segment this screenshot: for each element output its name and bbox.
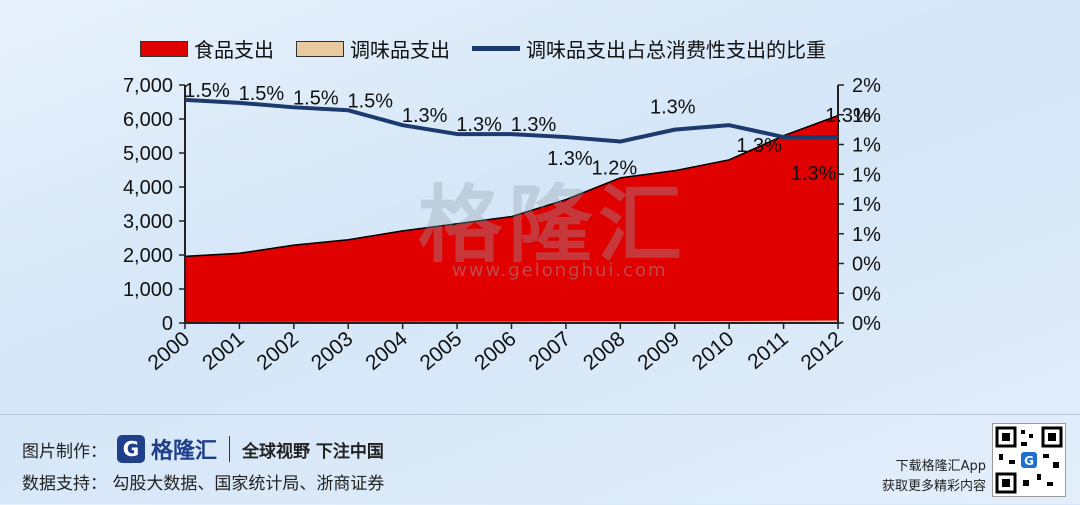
food-spending-area xyxy=(184,114,839,324)
made-label: 图片制作： xyxy=(22,441,107,462)
app-promo-line2: 获取更多精彩内容 xyxy=(881,479,986,494)
y-right-tick-label: 0% xyxy=(852,313,881,335)
x-tick-label: 2008 xyxy=(579,327,630,375)
ratio-data-label: 1.3% xyxy=(736,135,782,157)
watermark-url: www.gelonghui.com xyxy=(452,260,668,281)
ratio-data-label: 1.3% xyxy=(511,114,557,136)
ratio-data-label: 1.2% xyxy=(592,158,638,180)
ratio-data-label: 1.5% xyxy=(184,80,230,102)
legend-swatch-ratio xyxy=(472,46,520,51)
legend-label-food: 食品支出 xyxy=(194,38,274,62)
ratio-data-label: 1.5% xyxy=(293,87,339,109)
data-source: 数据支持： 勾股大数据、国家统计局、浙商证券 xyxy=(22,474,385,494)
y-left-tick-label: 6,000 xyxy=(123,109,173,131)
ratio-data-label: 1.5% xyxy=(347,90,393,112)
y-right-tick-label: 0% xyxy=(852,283,881,305)
legend-label-seasoning: 调味品支出 xyxy=(350,38,450,62)
y-right-tick-label: 1% xyxy=(852,164,881,186)
brand-slogan: 全球视野 下注中国 xyxy=(242,441,384,462)
y-left-tick-label: 2,000 xyxy=(123,245,173,267)
ratio-data-label: 1.3% xyxy=(791,163,837,185)
qr-code-icon[interactable]: G xyxy=(992,423,1066,497)
ratio-data-label: 1.3% xyxy=(547,148,593,170)
ratio-data-label: 1.3% xyxy=(650,97,696,119)
y-left-tick-label: 7,000 xyxy=(123,75,173,97)
ratio-data-label: 1.3% xyxy=(456,114,502,136)
y-right-tick-label: 2% xyxy=(852,75,881,97)
credit-row-made: 图片制作： G 格隆汇 全球视野 下注中国 xyxy=(22,433,384,465)
chart-legend: 食品支出 调味品支出 调味品支出占总消费性支出的比重 xyxy=(140,34,848,63)
ratio-data-label: 1.5% xyxy=(239,83,285,105)
y-right-tick-label: 1% xyxy=(852,224,881,246)
app-promo: 下载格隆汇App 获取更多精彩内容 xyxy=(882,457,986,497)
x-tick-label: 2004 xyxy=(361,327,412,375)
y-left-tick-label: 5,000 xyxy=(123,143,173,165)
y-right-tick-label: 1% xyxy=(852,135,881,157)
watermark-logo: 格隆汇 xyxy=(418,176,689,274)
footer: 图片制作： G 格隆汇 全球视野 下注中国 数据支持： 勾股大数据、国家统计局、… xyxy=(0,414,1080,505)
y-right-tick-label: 1% xyxy=(852,194,881,216)
x-tick-label: 2010 xyxy=(688,327,739,375)
x-tick-label: 2007 xyxy=(525,327,576,375)
legend-swatch-seasoning xyxy=(296,40,344,57)
x-tick-label: 2003 xyxy=(307,327,358,375)
x-tick-label: 2012 xyxy=(797,327,848,375)
app-promo-line1: 下载格隆汇App xyxy=(895,459,986,474)
svg-text:G: G xyxy=(1024,454,1034,468)
y-right-tick-label: 1% xyxy=(852,105,881,127)
y-left-tick-label: 4,000 xyxy=(123,177,173,199)
y-left-tick-label: 1,000 xyxy=(123,279,173,301)
x-tick-label: 2006 xyxy=(470,327,521,375)
y-right-tick-label: 0% xyxy=(852,254,881,276)
legend-item-food: 食品支出 xyxy=(140,34,274,63)
brand-name: 格隆汇 xyxy=(151,439,218,464)
seasoning-ratio-line xyxy=(184,97,838,144)
x-tick-label: 2001 xyxy=(198,327,249,375)
legend-item-seasoning: 调味品支出 xyxy=(296,34,450,63)
x-tick-label: 2011 xyxy=(743,327,792,374)
ratio-data-label: 1.3% xyxy=(402,105,448,127)
x-tick-label: 2009 xyxy=(633,327,684,375)
ratio-data-label: 1.3% xyxy=(825,105,871,127)
x-tick-label: 2005 xyxy=(416,327,467,375)
legend-label-ratio: 调味品支出占总消费性支出的比重 xyxy=(526,38,826,62)
divider xyxy=(229,436,231,462)
y-left-tick-label: 3,000 xyxy=(123,211,173,233)
brand-logo-icon: G xyxy=(117,435,145,463)
x-tick-label: 2002 xyxy=(252,327,303,375)
y-left-tick-label: 0 xyxy=(162,313,173,335)
legend-swatch-food xyxy=(140,40,188,57)
legend-item-ratio: 调味品支出占总消费性支出的比重 xyxy=(472,34,826,63)
